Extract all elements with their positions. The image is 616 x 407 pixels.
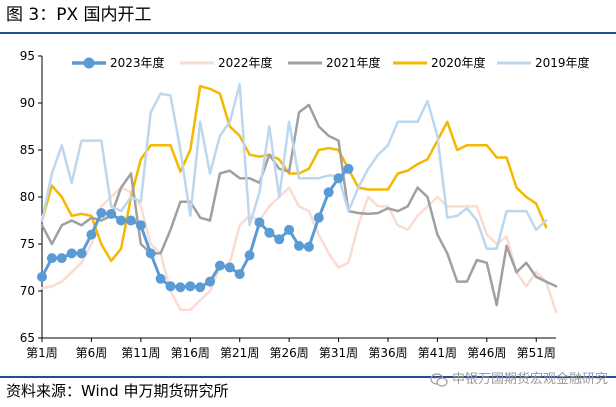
- data-point: [37, 271, 47, 282]
- y-tick-label: 90: [20, 96, 35, 110]
- x-tick-label: 第41周: [418, 346, 457, 360]
- x-tick-label: 第26周: [269, 346, 308, 360]
- data-point: [303, 241, 314, 252]
- series-line: [40, 167, 350, 289]
- y-tick-label: 75: [20, 237, 35, 251]
- data-point: [244, 250, 255, 261]
- y-tick-label: 70: [20, 284, 35, 298]
- top-rule: [0, 32, 616, 34]
- data-point: [145, 248, 156, 259]
- data-point: [214, 260, 225, 271]
- y-tick-label: 95: [20, 49, 35, 63]
- series-line: [40, 84, 548, 263]
- legend-label: 2023年度: [110, 55, 165, 70]
- legend-label: 2021年度: [326, 55, 381, 70]
- data-point: [135, 220, 146, 231]
- data-point: [155, 273, 166, 284]
- y-tick-label: 65: [20, 331, 35, 345]
- y-tick-label: 80: [20, 190, 35, 204]
- data-point: [323, 187, 334, 198]
- x-tick-label: 第16周: [171, 346, 210, 360]
- legend-label: 2022年度: [218, 55, 273, 70]
- data-point: [116, 215, 127, 226]
- y-tick-label: 85: [20, 143, 35, 157]
- data-point: [195, 282, 206, 293]
- bottom-rule: [0, 376, 616, 378]
- series-line: [40, 82, 548, 250]
- data-point: [185, 281, 196, 292]
- data-point: [66, 248, 77, 259]
- data-point: [274, 234, 285, 245]
- data-point: [76, 248, 87, 259]
- data-point: [294, 240, 304, 251]
- wechat-icon: [430, 373, 448, 387]
- watermark: 申银万国期货宏观金融研究: [430, 371, 608, 389]
- data-point: [234, 269, 245, 280]
- x-tick-label: 第1周: [26, 346, 58, 360]
- data-point: [254, 217, 265, 228]
- data-point: [56, 253, 67, 264]
- chart-axes: 65 70 75 80 85 90 95 第1周 第6周 第11周 第16周 第21周 第26周 第31周…: [20, 49, 556, 360]
- data-point: [86, 229, 97, 240]
- px-operating-rate-chart: 65 70 75 80 85 90 95 第1周 第6周 第11周 第16周 第21周 第26周 第31周…: [20, 49, 590, 360]
- data-point: [96, 207, 107, 218]
- data-point: [284, 224, 295, 235]
- data-point: [175, 282, 186, 293]
- legend-marker: [83, 57, 95, 69]
- source-note: 资料来源：Wind 申万期货研究所: [6, 382, 229, 400]
- series-line: [40, 103, 558, 307]
- x-tick-label: 第51周: [517, 346, 556, 360]
- series-line: [40, 186, 558, 313]
- x-tick-label: 第11周: [121, 346, 160, 360]
- data-point: [165, 281, 176, 292]
- x-tick-label: 第36周: [368, 346, 407, 360]
- x-tick-label: 第21周: [220, 346, 259, 360]
- data-point: [264, 227, 275, 238]
- data-point: [333, 173, 344, 184]
- data-point: [313, 212, 324, 223]
- data-point: [343, 163, 354, 174]
- legend-label: 2020年度: [431, 55, 486, 70]
- data-point: [205, 276, 216, 287]
- watermark-text: 申银万国期货宏观金融研究: [451, 372, 608, 387]
- series-layer: [37, 82, 558, 313]
- x-tick-label: 第31周: [319, 346, 358, 360]
- x-tick-label: 第46周: [467, 346, 506, 360]
- data-point: [224, 262, 235, 273]
- data-point: [125, 215, 136, 226]
- data-point: [46, 253, 57, 264]
- figure-title: 图 3：PX 国内开工: [6, 5, 152, 25]
- chart-legend: 2023年度 2022年度 2021年度 2020年度 2019年度: [72, 55, 590, 70]
- x-tick-label: 第6周: [76, 346, 108, 360]
- legend-label: 2019年度: [535, 55, 590, 70]
- data-point: [106, 208, 117, 219]
